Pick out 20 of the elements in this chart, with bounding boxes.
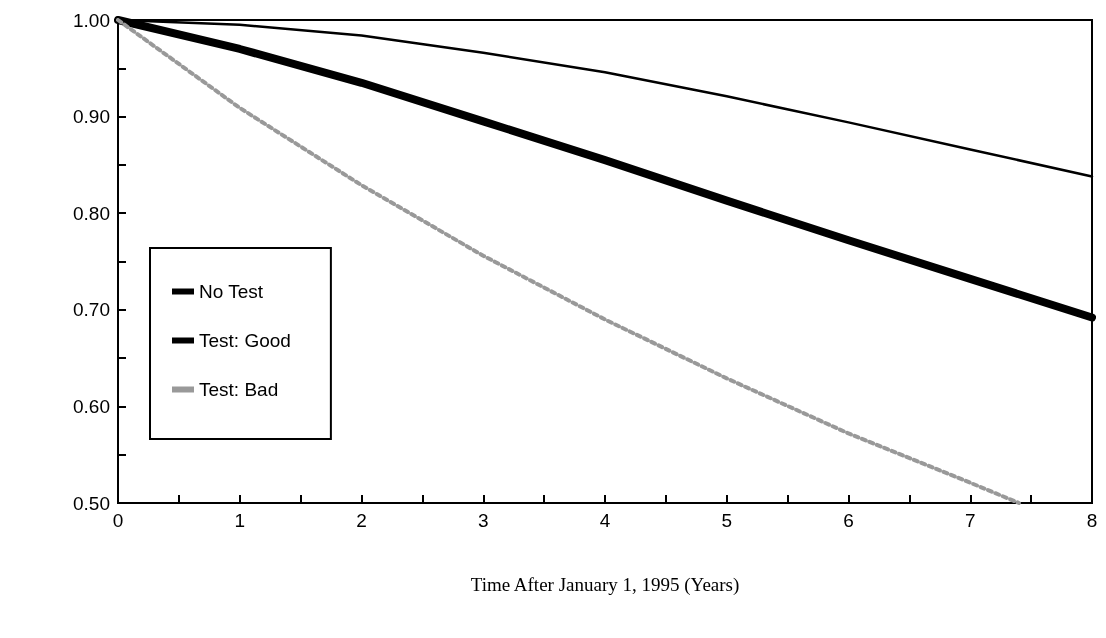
x-tick-label: 3 — [477, 510, 489, 531]
y-tick-label: 0.70 — [73, 299, 110, 321]
x-axis-title: Time After January 1, 1995 (Years) — [470, 574, 740, 596]
legend-label: Test: Good — [199, 330, 291, 351]
x-tick-label: 6 — [843, 510, 854, 531]
x-tick-label: 2 — [356, 510, 367, 531]
y-tick-label: 0.90 — [73, 106, 110, 128]
legend-label: Test: Bad — [199, 379, 279, 400]
x-tick-label: 0 — [112, 510, 124, 531]
x-tick-label: 7 — [964, 510, 976, 531]
x-tick-label: 4 — [599, 510, 611, 531]
x-tick-label: 8 — [1086, 510, 1098, 531]
x-tick-label: 5 — [721, 510, 733, 531]
x-tick-label: 1 — [234, 510, 246, 531]
legend-label: No Test — [199, 281, 264, 302]
line-series — [116, 18, 1021, 505]
y-tick-label: 1.00 — [73, 9, 110, 31]
y-tick-label: 0.50 — [73, 492, 110, 514]
y-tick-label: 0.60 — [73, 395, 110, 417]
y-tick-label: 0.80 — [73, 202, 110, 224]
